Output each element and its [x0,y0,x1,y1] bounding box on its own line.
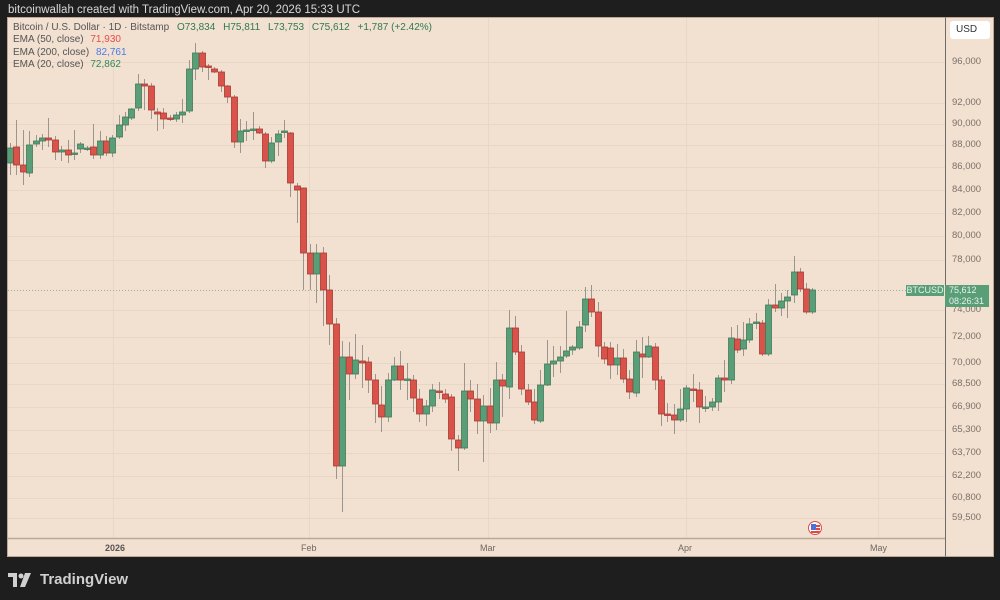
price-tick-label: 68,500 [952,378,982,389]
time-tick-label: Mar [480,543,496,553]
us-flag-event-icon[interactable] [808,521,822,535]
ema20-row[interactable]: EMA (20, close) 72,862 [13,59,432,71]
price-tick-label: 62,200 [952,470,982,481]
symbol-title[interactable]: Bitcoin / U.S. Dollar · 1D · Bitstamp [13,22,170,33]
symbol-price-tag: BTCUSD [906,285,944,296]
ema50-label: EMA (50, close) [13,34,84,46]
price-tick-label: 78,000 [952,254,982,265]
bar-countdown: 08:26:31 [949,295,985,306]
price-tick-label: 63,700 [952,447,982,458]
price-tick-label: 65,300 [952,424,982,435]
price-tick-label: 84,000 [952,184,982,195]
close-value: C75,612 [311,22,350,33]
price-tick-label: 90,000 [952,118,982,129]
price-tick-label: 72,000 [952,331,982,342]
tradingview-logo-icon [8,572,31,587]
price-tick-label: 86,000 [952,161,982,172]
price-tick-label: 96,000 [952,56,982,67]
symbol-row: Bitcoin / U.S. Dollar · 1D · Bitstamp O7… [13,22,432,34]
change-value: +1,787 (+2.42%) [357,22,432,33]
ema200-row[interactable]: EMA (200, close) 82,761 [13,47,432,59]
last-price-tag: 75,612 08:26:31 [945,285,989,307]
price-tick-label: 88,000 [952,139,982,150]
currency-button[interactable]: USD [950,21,990,39]
low-value: L73,753 [267,22,305,33]
price-tick-label: 59,500 [952,512,982,523]
price-tick-label: 80,000 [952,230,982,241]
price-tick-label: 70,000 [952,357,982,368]
time-tick-label: Feb [301,543,317,553]
time-tick-label: Apr [678,543,693,553]
last-price-value: 75,612 [949,285,977,295]
high-value: H75,811 [223,22,261,33]
ema200-value: 82,761 [95,46,127,58]
ema20-label: EMA (20, close) [13,58,84,70]
price-tick-label: 74,000 [952,304,982,315]
tradingview-logo[interactable]: TradingView [8,571,128,588]
price-tick-label: 66,900 [952,401,982,412]
chart-legend: Bitcoin / U.S. Dollar · 1D · Bitstamp O7… [13,22,432,71]
ema50-row[interactable]: EMA (50, close) 71,930 [13,34,432,46]
ema50-value: 71,930 [90,34,121,46]
tradingview-logo-text: TradingView [40,571,129,588]
chart-caption: bitcoinwallah created with TradingView.c… [8,4,361,16]
time-tick-label: May [870,543,888,553]
price-tick-label: 82,000 [952,207,982,218]
price-tick-label: 60,800 [952,492,982,503]
ema20-value: 72,862 [90,58,121,70]
time-tick-label: 2026 [105,543,126,553]
ema200-label: EMA (200, close) [13,46,90,58]
open-value: O73,834 [176,22,216,33]
price-tick-label: 92,000 [952,97,982,108]
